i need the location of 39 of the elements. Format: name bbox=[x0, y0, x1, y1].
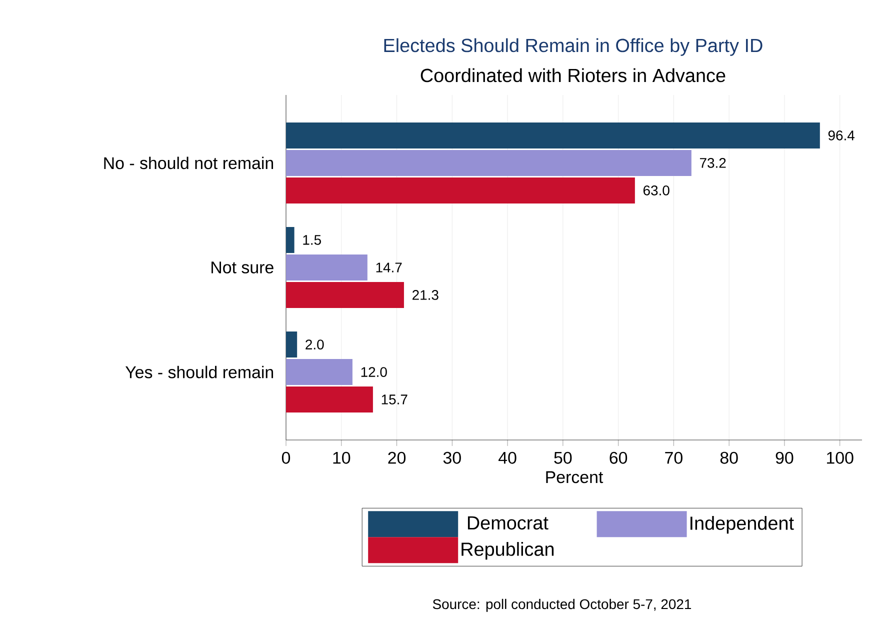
data-label: 2.0 bbox=[306, 340, 324, 350]
x-axis-title: Percent bbox=[546, 471, 604, 484]
bar bbox=[286, 254, 368, 280]
legend-label: Democrat bbox=[468, 516, 548, 530]
x-tick-label: 70 bbox=[665, 452, 682, 464]
bar bbox=[286, 386, 373, 413]
x-tick-label: 40 bbox=[498, 452, 516, 464]
x-tick-label: 60 bbox=[610, 452, 628, 464]
source-note: Source: poll conducted October 5-7, 2021 bbox=[432, 598, 692, 612]
x-tick-label: 100 bbox=[827, 452, 854, 464]
data-label: 73.2 bbox=[700, 158, 726, 168]
bar bbox=[286, 282, 404, 308]
x-tick-label: 0 bbox=[282, 452, 290, 464]
legend-label: Republican bbox=[462, 542, 554, 560]
x-tick-label: 90 bbox=[776, 452, 794, 464]
data-label: 12.0 bbox=[361, 367, 387, 377]
legend-label: Independent bbox=[690, 516, 794, 534]
data-label: 1.5 bbox=[303, 235, 321, 245]
chart-title: Electeds Should Remain in Office by Party ID bbox=[384, 38, 762, 56]
bar bbox=[286, 177, 635, 204]
data-label: 21.3 bbox=[412, 290, 438, 300]
y-tick-label: Yes - should remain bbox=[125, 366, 274, 378]
bar bbox=[286, 122, 820, 148]
x-tick-label: 20 bbox=[388, 452, 406, 464]
x-tick-label: 10 bbox=[333, 452, 350, 464]
x-tick-label: 30 bbox=[443, 452, 461, 464]
bar bbox=[286, 359, 352, 386]
y-tick-label: No - should not remain bbox=[104, 156, 274, 170]
bar bbox=[286, 150, 692, 176]
bar bbox=[286, 332, 298, 358]
data-label: 15.7 bbox=[382, 394, 408, 404]
bar bbox=[286, 226, 294, 253]
data-label: 96.4 bbox=[828, 130, 854, 140]
chart-subtitle: Coordinated with Rioters in Advance bbox=[420, 68, 726, 82]
x-tick-label: 80 bbox=[720, 452, 738, 464]
y-tick-label: Not sure bbox=[212, 262, 274, 274]
data-label: 63.0 bbox=[643, 185, 670, 196]
x-tick-label: 50 bbox=[554, 452, 572, 464]
data-label: 14.7 bbox=[376, 262, 402, 272]
